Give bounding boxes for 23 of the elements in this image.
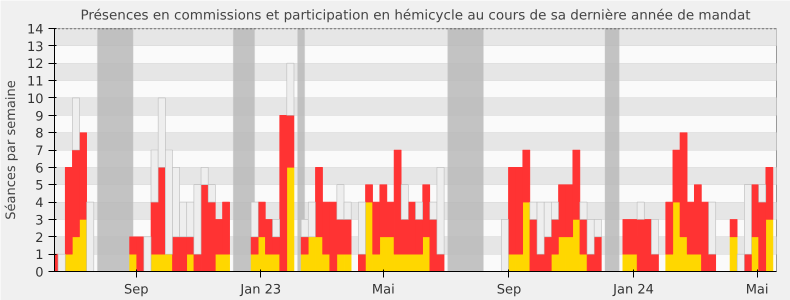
y-tick-label: 14 — [26, 22, 44, 38]
y-tick-label: 2 — [35, 230, 44, 246]
y-tick-label: 5 — [35, 178, 44, 194]
y-tick-label: 11 — [26, 74, 44, 90]
x-tick-label: Sep — [124, 282, 148, 298]
y-tick-label: 1 — [35, 248, 44, 264]
y-tick-label: 13 — [26, 40, 44, 55]
y-tick-label: 9 — [35, 109, 44, 124]
chart-title: Présences en commissions et participation en hémicycle au cours de sa dernière année de mandat — [80, 8, 751, 24]
x-tick-label: Jan 23 — [239, 282, 282, 298]
y-tick-label: 7 — [35, 144, 44, 159]
y-tick-label: 0 — [35, 266, 44, 280]
x-tick-label: Mai — [372, 282, 395, 298]
y-tick-label: 12 — [26, 57, 44, 72]
y-axis-title: Séances par semaine — [4, 80, 19, 220]
y-tick-label: 6 — [35, 161, 44, 176]
x-tick-label: Mai — [746, 282, 768, 298]
y-tick-label: 3 — [35, 213, 44, 228]
y-tick-label: 8 — [35, 126, 44, 142]
y-tick-label: 10 — [26, 92, 44, 107]
x-tick-label: Sep — [496, 282, 522, 298]
y-tick-label: 4 — [35, 196, 44, 212]
x-tick-label: Jan 24 — [612, 282, 654, 298]
